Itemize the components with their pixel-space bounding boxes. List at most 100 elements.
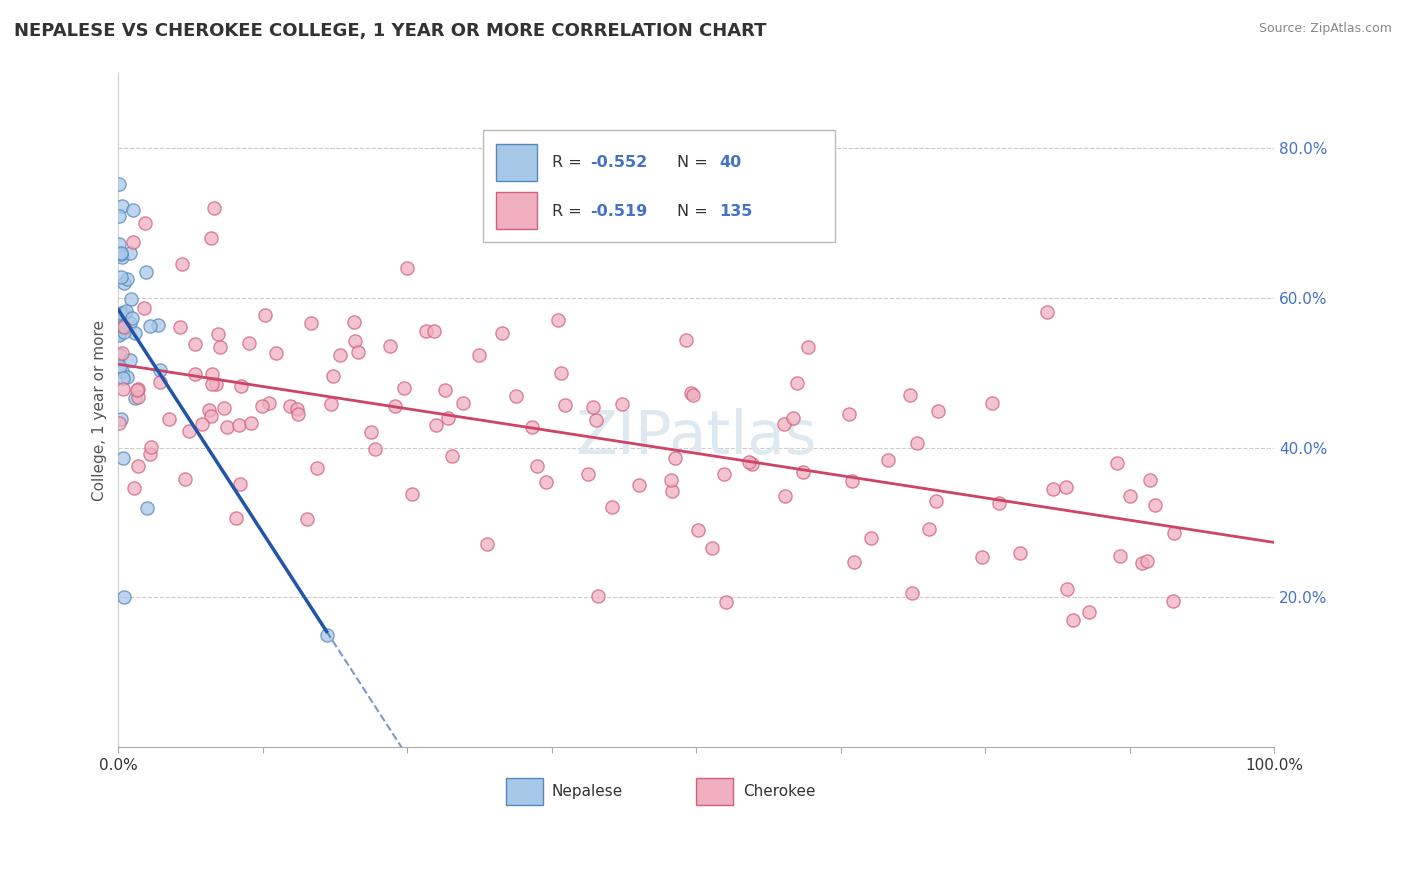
FancyBboxPatch shape (482, 130, 835, 242)
Point (981, 396, 1004, 410)
Point (900, 586, 922, 600)
Point (360, 425, 382, 439)
Point (134, 301, 156, 315)
Point (838, 407, 860, 421)
Y-axis label: College, 1 year or more: College, 1 year or more (93, 319, 107, 500)
Point (112, 306, 135, 320)
Point (159, 411, 181, 425)
Point (122, 235, 145, 249)
Bar (496, 193, 537, 229)
Point (127, 458, 149, 473)
Point (905, 436, 928, 450)
Point (576, 467, 599, 482)
Point (713, 467, 735, 481)
Point (200, 409, 222, 423)
Point (688, 523, 710, 537)
Point (554, 397, 576, 411)
Point (169, 319, 191, 334)
Point (124, 326, 146, 340)
Point (844, 555, 866, 569)
Point (468, 348, 491, 362)
Point (491, 326, 513, 341)
Point (1132, 556, 1154, 570)
Point (112, 320, 135, 334)
Point (127, 382, 149, 396)
Point (972, 550, 994, 565)
Point (121, 311, 143, 326)
Point (582, 400, 605, 414)
Point (927, 403, 949, 417)
Point (120, 316, 142, 330)
Point (228, 477, 250, 491)
Point (786, 376, 808, 390)
Point (111, 346, 134, 360)
Point (174, 472, 197, 486)
Point (550, 366, 572, 380)
Point (115, 369, 138, 384)
Point (118, 246, 141, 260)
Text: R =: R = (553, 204, 586, 219)
Point (135, 501, 157, 516)
Point (149, 363, 172, 377)
Point (319, 397, 342, 411)
Point (108, 328, 131, 343)
Point (918, 522, 941, 536)
Point (1008, 545, 1031, 559)
Point (111, 371, 134, 385)
Point (110, 412, 132, 426)
Point (108, 416, 131, 430)
Point (299, 316, 322, 330)
Point (110, 308, 132, 322)
Point (520, 420, 543, 434)
Point (127, 390, 149, 404)
Point (112, 277, 135, 291)
Point (425, 418, 447, 433)
Point (201, 377, 224, 392)
Point (415, 324, 437, 338)
Bar (506, 778, 543, 805)
Point (239, 416, 262, 430)
Point (586, 590, 609, 604)
Point (322, 369, 344, 384)
Point (898, 388, 921, 402)
Point (782, 410, 804, 425)
Point (177, 424, 200, 438)
Point (107, 210, 129, 224)
Point (139, 447, 162, 461)
Point (208, 340, 231, 354)
Point (344, 334, 367, 348)
Bar (496, 144, 537, 181)
Point (440, 449, 463, 463)
Point (110, 306, 132, 320)
Point (108, 359, 131, 373)
Point (437, 411, 460, 425)
Point (201, 367, 224, 381)
Point (664, 450, 686, 465)
Point (401, 486, 423, 500)
Point (110, 270, 132, 285)
Point (118, 353, 141, 368)
Point (315, 628, 337, 642)
Point (534, 475, 557, 490)
Point (378, 338, 401, 352)
Text: N =: N = (676, 155, 713, 170)
Point (198, 403, 221, 417)
Point (702, 541, 724, 555)
Point (585, 413, 607, 427)
Point (264, 345, 287, 359)
Point (547, 313, 569, 327)
Point (364, 442, 387, 456)
Point (453, 395, 475, 409)
Point (659, 473, 682, 487)
Point (1062, 613, 1084, 627)
Point (183, 367, 205, 381)
Point (738, 455, 761, 469)
Point (108, 236, 131, 251)
Point (217, 420, 239, 434)
Point (526, 459, 548, 474)
Point (1161, 594, 1184, 608)
Text: 135: 135 (720, 204, 752, 219)
Text: Cherokee: Cherokee (742, 783, 815, 798)
Point (200, 231, 222, 245)
Point (675, 334, 697, 348)
